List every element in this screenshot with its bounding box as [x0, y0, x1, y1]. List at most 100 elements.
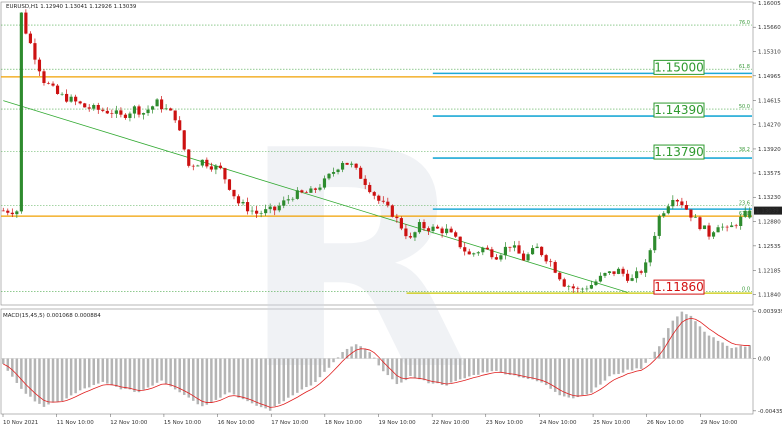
- candle-body[interactable]: [227, 179, 232, 190]
- candle-body[interactable]: [612, 271, 616, 274]
- candle-body[interactable]: [60, 93, 64, 95]
- candle-body[interactable]: [445, 228, 449, 234]
- level-label-box[interactable]: [653, 279, 705, 295]
- candle-body[interactable]: [635, 271, 639, 279]
- candle-body[interactable]: [137, 106, 141, 115]
- candle-body[interactable]: [499, 255, 503, 260]
- candle-body[interactable]: [626, 273, 630, 281]
- candle-body[interactable]: [19, 12, 23, 212]
- candle-body[interactable]: [607, 271, 612, 273]
- candle-body[interactable]: [707, 225, 711, 237]
- candle-body[interactable]: [24, 12, 28, 34]
- candle-body[interactable]: [132, 106, 137, 114]
- candle-body[interactable]: [630, 278, 634, 281]
- candlestick-series[interactable]: [1, 9, 752, 293]
- candle-body[interactable]: [178, 120, 182, 131]
- candle-body[interactable]: [386, 201, 390, 206]
- candle-body[interactable]: [648, 250, 652, 263]
- candle-body[interactable]: [214, 165, 218, 170]
- candle-body[interactable]: [730, 225, 734, 228]
- candle-body[interactable]: [340, 162, 345, 170]
- candle-body[interactable]: [359, 167, 363, 179]
- candle-body[interactable]: [440, 228, 444, 234]
- candle-body[interactable]: [404, 228, 408, 237]
- candle-body[interactable]: [255, 210, 259, 214]
- candle-body[interactable]: [354, 163, 358, 168]
- candle-body[interactable]: [576, 288, 580, 289]
- level-label-box[interactable]: [653, 102, 705, 118]
- candle-body[interactable]: [553, 262, 557, 273]
- candle-body[interactable]: [78, 101, 82, 104]
- candle-body[interactable]: [182, 130, 186, 150]
- candle-body[interactable]: [711, 232, 716, 237]
- candle-body[interactable]: [223, 168, 227, 180]
- candle-body[interactable]: [508, 246, 512, 248]
- candle-body[interactable]: [399, 218, 403, 229]
- candle-body[interactable]: [101, 109, 105, 111]
- candle-body[interactable]: [485, 247, 489, 250]
- candle-body[interactable]: [431, 226, 435, 231]
- candle-body[interactable]: [458, 236, 462, 248]
- candle-body[interactable]: [10, 212, 14, 215]
- candle-body[interactable]: [146, 109, 150, 114]
- candle-body[interactable]: [517, 245, 521, 254]
- candle-body[interactable]: [675, 200, 679, 202]
- candle-body[interactable]: [530, 248, 535, 255]
- candle-body[interactable]: [331, 172, 336, 174]
- candle-body[interactable]: [218, 165, 223, 169]
- candle-body[interactable]: [540, 246, 544, 256]
- candle-body[interactable]: [463, 247, 467, 252]
- candle-body[interactable]: [236, 196, 241, 204]
- candle-body[interactable]: [666, 206, 670, 214]
- candle-body[interactable]: [74, 96, 78, 102]
- candle-body[interactable]: [282, 200, 286, 206]
- candle-body[interactable]: [69, 96, 73, 102]
- candle-body[interactable]: [250, 210, 254, 212]
- candle-body[interactable]: [15, 211, 19, 215]
- candle-body[interactable]: [716, 227, 720, 233]
- candle-body[interactable]: [494, 257, 498, 260]
- candle-body[interactable]: [277, 205, 281, 211]
- candle-body[interactable]: [671, 200, 675, 207]
- candle-body[interactable]: [472, 253, 476, 255]
- candle-body[interactable]: [544, 255, 548, 262]
- level-label-box[interactable]: [653, 59, 705, 75]
- candle-body[interactable]: [28, 33, 32, 44]
- candle-body[interactable]: [65, 93, 69, 102]
- candle-body[interactable]: [345, 162, 349, 165]
- candle-body[interactable]: [160, 99, 164, 110]
- level-label-boxes[interactable]: 1.15000 1.14390 1.13790 1.11860: [653, 59, 705, 295]
- candle-body[interactable]: [368, 184, 372, 193]
- candle-body[interactable]: [114, 110, 118, 114]
- candle-body[interactable]: [196, 165, 200, 167]
- candle-body[interactable]: [37, 59, 42, 72]
- candle-body[interactable]: [245, 202, 250, 212]
- candle-body[interactable]: [46, 82, 51, 84]
- candle-body[interactable]: [200, 159, 204, 166]
- candle-body[interactable]: [743, 210, 747, 217]
- candle-body[interactable]: [739, 216, 743, 227]
- candle-body[interactable]: [598, 275, 603, 282]
- candle-body[interactable]: [580, 288, 584, 290]
- candle-body[interactable]: [241, 202, 245, 204]
- candle-body[interactable]: [526, 254, 530, 261]
- candle-body[interactable]: [653, 235, 657, 251]
- candle-body[interactable]: [467, 251, 471, 255]
- candle-body[interactable]: [187, 149, 191, 166]
- candle-body[interactable]: [476, 252, 480, 254]
- candle-body[interactable]: [449, 228, 453, 233]
- candle-body[interactable]: [689, 209, 693, 218]
- candle-body[interactable]: [657, 216, 661, 236]
- candle-body[interactable]: [594, 281, 598, 286]
- candle-body[interactable]: [336, 169, 340, 173]
- candle-body[interactable]: [87, 107, 91, 109]
- candle-body[interactable]: [585, 288, 589, 290]
- candle-body[interactable]: [268, 206, 272, 210]
- candle-body[interactable]: [286, 199, 290, 201]
- candle-body[interactable]: [490, 249, 494, 258]
- candle-body[interactable]: [589, 285, 593, 289]
- candle-body[interactable]: [603, 272, 607, 276]
- candle-body[interactable]: [413, 232, 417, 238]
- candle-body[interactable]: [558, 272, 562, 280]
- candle-body[interactable]: [273, 206, 277, 211]
